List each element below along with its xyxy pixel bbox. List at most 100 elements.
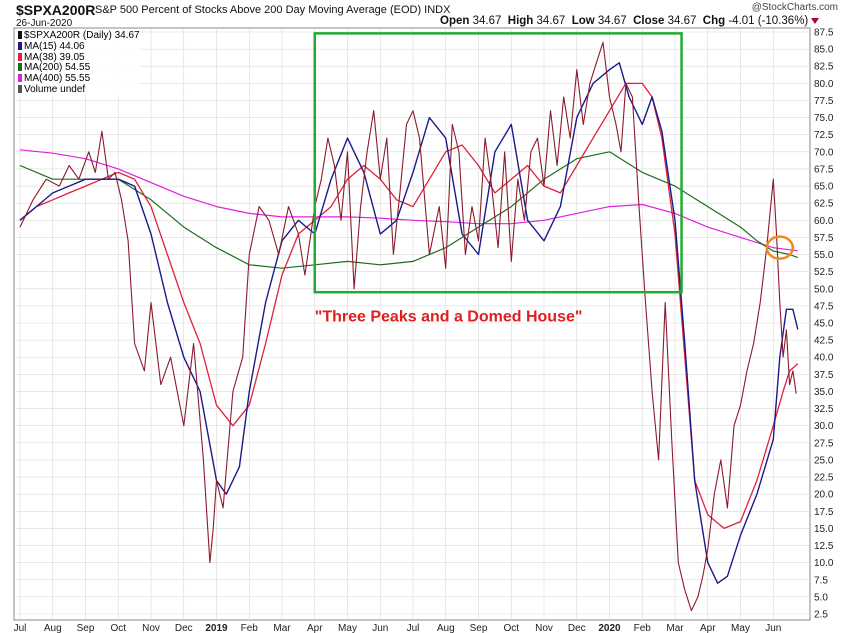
y-tick-label: 37.5 bbox=[814, 370, 834, 381]
legend-swatch bbox=[18, 31, 22, 39]
legend-label: MA(200) 54.55 bbox=[24, 62, 91, 74]
ohlc-readout: Open 34.67 High 34.67 Low 34.67 Close 34… bbox=[440, 15, 820, 27]
x-tick-label: 2020 bbox=[598, 623, 621, 633]
y-tick-label: 60.0 bbox=[814, 216, 834, 227]
y-tick-label: 57.5 bbox=[814, 233, 834, 244]
legend-label: Volume undef bbox=[24, 83, 86, 95]
x-tick-label: Apr bbox=[700, 623, 716, 633]
y-tick-label: 65.0 bbox=[814, 182, 834, 193]
legend-label: $SPXA200R (Daily) 34.67 bbox=[24, 30, 140, 41]
legend-item-ma400: MA(400) 55.55 bbox=[18, 73, 140, 85]
chg-label: Chg bbox=[702, 15, 726, 27]
y-tick-label: 25.0 bbox=[814, 455, 834, 466]
x-tick-label: Nov bbox=[142, 623, 160, 633]
plot-frame bbox=[13, 27, 811, 621]
y-tick-label: 45.0 bbox=[814, 319, 834, 330]
watermark: @StockCharts.com bbox=[751, 2, 838, 13]
y-tick-label: 50.0 bbox=[814, 284, 834, 295]
legend-item-ma200: MA(200) 54.55 bbox=[18, 62, 140, 74]
close-label: Close bbox=[633, 15, 665, 27]
legend-label: MA(15) 44.06 bbox=[24, 40, 85, 52]
description-text: S&P 500 Percent of Stocks Above 200 Day … bbox=[95, 4, 422, 16]
chart-date: 26-Jun-2020 bbox=[16, 18, 73, 29]
x-tick-label: Dec bbox=[568, 623, 586, 633]
exchange-label: INDX bbox=[424, 4, 451, 16]
low-label: Low bbox=[571, 15, 595, 27]
x-tick-label: Sep bbox=[77, 623, 95, 633]
series-line-ma15 bbox=[19, 62, 799, 584]
x-tick-label: May bbox=[731, 623, 750, 633]
x-tick-label: Mar bbox=[273, 623, 291, 633]
legend-swatch bbox=[18, 52, 22, 61]
x-tick-label: May bbox=[338, 623, 357, 633]
low-value: 34.67 bbox=[597, 15, 627, 27]
legend-swatch bbox=[18, 41, 22, 50]
open-value: 34.67 bbox=[472, 15, 502, 27]
series-line-ma200 bbox=[19, 151, 799, 269]
y-tick-label: 80.0 bbox=[814, 79, 834, 90]
highlight-box bbox=[313, 32, 683, 294]
x-tick-label: Jun bbox=[765, 623, 781, 633]
down-arrow-icon bbox=[811, 17, 820, 24]
x-tick-label: Dec bbox=[175, 623, 193, 633]
legend-label: MA(400) 55.55 bbox=[24, 73, 91, 85]
high-label: High bbox=[507, 15, 534, 27]
legend-item-volume: Volume undef bbox=[18, 83, 140, 96]
y-tick-label: 62.5 bbox=[814, 199, 834, 210]
annotation-text: "Three Peaks and a Domed House" bbox=[315, 309, 583, 326]
y-tick-label: 2.5 bbox=[814, 610, 828, 621]
x-tick-label: Jun bbox=[372, 623, 388, 633]
legend-item-ma38: MA(38) 39.05 bbox=[18, 52, 140, 64]
y-tick-label: 82.5 bbox=[814, 62, 834, 73]
y-tick-label: 47.5 bbox=[814, 301, 834, 312]
x-tick-label: Mar bbox=[666, 623, 684, 633]
y-tick-label: 40.0 bbox=[814, 353, 834, 364]
y-tick-label: 32.5 bbox=[814, 404, 834, 415]
y-tick-label: 42.5 bbox=[814, 336, 834, 347]
chg-value: -4.01 (-10.36%) bbox=[728, 15, 809, 27]
y-tick-label: 35.0 bbox=[814, 387, 834, 398]
open-label: Open bbox=[440, 15, 470, 27]
y-tick-label: 67.5 bbox=[814, 164, 834, 175]
y-tick-label: 75.0 bbox=[814, 113, 834, 124]
y-tick-label: 10.0 bbox=[814, 558, 834, 569]
y-tick-label: 5.0 bbox=[814, 592, 828, 603]
x-tick-label: Aug bbox=[44, 623, 62, 633]
x-tick-label: Apr bbox=[307, 623, 323, 633]
symbol-title: $SPXA200R bbox=[16, 2, 96, 18]
x-tick-label: Jul bbox=[14, 623, 27, 633]
x-tick-label: Aug bbox=[437, 623, 455, 633]
x-tick-label: Feb bbox=[634, 623, 652, 633]
y-tick-label: 55.0 bbox=[814, 250, 834, 261]
symbol-description: S&P 500 Percent of Stocks Above 200 Day … bbox=[95, 4, 450, 16]
y-tick-label: 70.0 bbox=[814, 147, 834, 158]
y-tick-label: 17.5 bbox=[814, 507, 834, 518]
chart-header: $SPXA200R S&P 500 Percent of Stocks Abov… bbox=[0, 0, 850, 29]
y-tick-label: 87.5 bbox=[814, 28, 834, 39]
crossover-circle bbox=[765, 235, 795, 260]
x-tick-label: Jul bbox=[407, 623, 420, 633]
x-tick-label: Nov bbox=[535, 623, 553, 633]
x-tick-label: Feb bbox=[241, 623, 259, 633]
y-tick-label: 30.0 bbox=[814, 421, 834, 432]
y-tick-label: 27.5 bbox=[814, 438, 834, 449]
x-tick-label: Oct bbox=[503, 623, 519, 633]
y-tick-label: 12.5 bbox=[814, 541, 834, 552]
legend-swatch bbox=[18, 74, 22, 83]
y-tick-label: 20.0 bbox=[814, 490, 834, 501]
legend-item-ma15: MA(15) 44.06 bbox=[18, 40, 140, 53]
y-tick-label: 77.5 bbox=[814, 96, 834, 107]
y-tick-label: 52.5 bbox=[814, 267, 834, 278]
y-tick-label: 72.5 bbox=[814, 130, 834, 141]
y-tick-label: 15.0 bbox=[814, 524, 834, 535]
x-tick-label: 2019 bbox=[205, 623, 228, 633]
legend-item-price: $SPXA200R (Daily) 34.67 bbox=[18, 30, 140, 42]
x-tick-label: Oct bbox=[110, 623, 126, 633]
series-line-ma400 bbox=[19, 149, 798, 252]
close-value: 34.67 bbox=[667, 15, 697, 27]
legend: $SPXA200R (Daily) 34.67 MA(15) 44.06 MA(… bbox=[18, 30, 140, 96]
high-value: 34.67 bbox=[536, 15, 566, 27]
series-line-price bbox=[19, 41, 797, 612]
y-tick-label: 22.5 bbox=[814, 473, 834, 484]
